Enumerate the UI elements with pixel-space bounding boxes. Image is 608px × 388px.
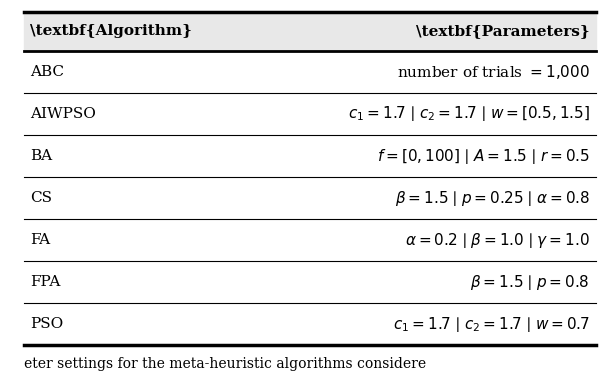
Text: eter settings for the meta-heuristic algorithms considere: eter settings for the meta-heuristic alg…: [24, 357, 426, 371]
Text: ABC: ABC: [30, 65, 64, 79]
Text: \textbf{Parameters}: \textbf{Parameters}: [416, 24, 590, 38]
Text: $\alpha = 0.2 \mid \beta = 1.0 \mid \gamma = 1.0$: $\alpha = 0.2 \mid \beta = 1.0 \mid \gam…: [405, 231, 590, 249]
Text: CS: CS: [30, 191, 52, 205]
Text: $\beta = 1.5 \mid p = 0.8$: $\beta = 1.5 \mid p = 0.8$: [471, 273, 590, 292]
Text: $c_1 = 1.7 \mid c_2 = 1.7 \mid w = [0.5, 1.5]$: $c_1 = 1.7 \mid c_2 = 1.7 \mid w = [0.5,…: [348, 104, 590, 123]
Bar: [24, 12, 596, 51]
Text: $f = [0, 100] \mid A = 1.5 \mid r = 0.5$: $f = [0, 100] \mid A = 1.5 \mid r = 0.5$: [377, 147, 590, 166]
Text: $\beta = 1.5 \mid p = 0.25 \mid \alpha = 0.8$: $\beta = 1.5 \mid p = 0.25 \mid \alpha =…: [395, 189, 590, 208]
Text: PSO: PSO: [30, 317, 64, 331]
Text: FA: FA: [30, 233, 50, 247]
Text: FPA: FPA: [30, 275, 61, 289]
Text: AIWPSO: AIWPSO: [30, 107, 96, 121]
Text: number of trials $= 1{,}000$: number of trials $= 1{,}000$: [397, 63, 590, 81]
Text: $c_1 = 1.7 \mid c_2 = 1.7 \mid w = 0.7$: $c_1 = 1.7 \mid c_2 = 1.7 \mid w = 0.7$: [393, 315, 590, 334]
Text: \textbf{Algorithm}: \textbf{Algorithm}: [30, 24, 192, 38]
Text: BA: BA: [30, 149, 52, 163]
